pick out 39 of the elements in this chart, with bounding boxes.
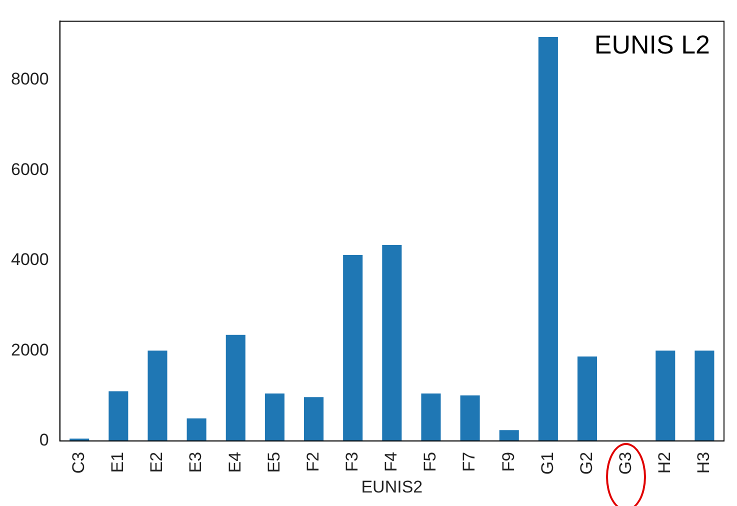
bar [577, 356, 598, 441]
x-tick-label: E4 [225, 452, 244, 473]
bar [186, 418, 206, 441]
x-tick-label: E3 [186, 452, 206, 473]
y-tick-label: 8000 [10, 70, 49, 89]
annotation: EUNIS L2 [594, 29, 710, 60]
x-tick-label: F3 [342, 452, 362, 472]
bar [538, 36, 558, 441]
bar [108, 391, 128, 441]
bar [694, 350, 714, 441]
bar [421, 394, 441, 441]
bar [148, 350, 168, 441]
x-tick-label: C3 [69, 452, 88, 474]
y-tick-label: 2000 [10, 340, 49, 360]
x-tick-label: H2 [655, 452, 674, 474]
bar [382, 245, 402, 441]
bar [656, 350, 676, 441]
bar [499, 430, 519, 441]
bar [460, 395, 480, 441]
x-tick-label: F9 [498, 452, 518, 472]
x-tick-label: E2 [147, 452, 166, 473]
bar [226, 334, 246, 441]
x-tick-label: F4 [382, 452, 401, 472]
bar [264, 394, 284, 441]
x-tick-label: E1 [108, 452, 128, 473]
x-axis-title: EUNIS2 [361, 477, 423, 496]
x-tick-label: H3 [694, 452, 714, 474]
x-tick-label: G3 [616, 452, 636, 475]
x-tick-label: G2 [576, 452, 596, 475]
y-tick-label: 0 [39, 430, 49, 450]
x-tick-label: F7 [460, 452, 479, 472]
bar [343, 254, 363, 441]
y-tick-label: 4000 [10, 250, 49, 270]
x-tick-label: G1 [538, 452, 557, 475]
y-tick-label: 6000 [10, 160, 49, 179]
bar [304, 397, 324, 441]
x-tick-label: E5 [264, 452, 284, 473]
x-tick-label: F2 [303, 452, 322, 472]
x-tick-label: F5 [420, 452, 440, 472]
